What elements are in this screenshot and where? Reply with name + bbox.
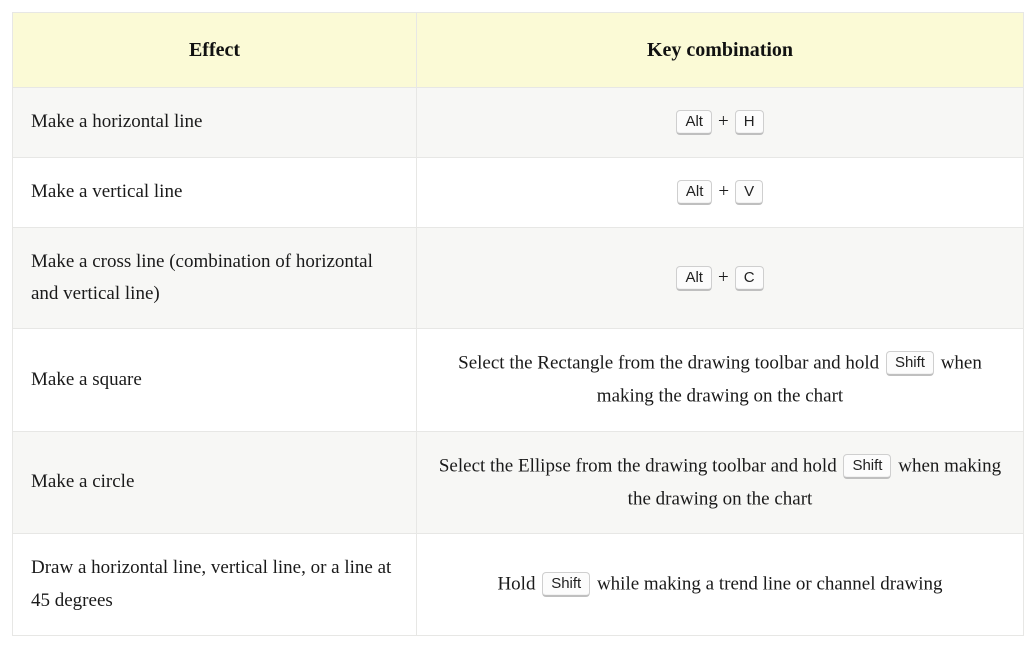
key-cap: Shift — [542, 572, 590, 597]
key-cap: Shift — [886, 351, 934, 376]
key-cap: Alt — [676, 110, 712, 135]
header-effect: Effect — [13, 13, 417, 88]
table-row: Make a cross line (combination of horizo… — [13, 227, 1024, 329]
plus-separator: + — [714, 262, 733, 294]
key-cap: Alt — [676, 266, 712, 291]
key-cap: H — [735, 110, 764, 135]
combo-cell: Alt+V — [417, 157, 1024, 227]
combo-text: Select the Rectangle from the drawing to… — [458, 353, 884, 374]
table-header-row: Effect Key combination — [13, 13, 1024, 88]
combo-cell: Alt+H — [417, 88, 1024, 158]
shortcut-table: Effect Key combination Make a horizontal… — [12, 12, 1024, 636]
combo-cell: Hold Shift while making a trend line or … — [417, 534, 1024, 636]
effect-cell: Make a horizontal line — [13, 88, 417, 158]
combo-cell: Select the Rectangle from the drawing to… — [417, 329, 1024, 432]
effect-cell: Make a square — [13, 329, 417, 432]
key-cap: Shift — [843, 454, 891, 479]
page-root: Effect Key combination Make a horizontal… — [0, 0, 1035, 648]
plus-separator: + — [714, 176, 733, 208]
effect-cell: Make a cross line (combination of horizo… — [13, 227, 417, 329]
combo-cell: Select the Ellipse from the drawing tool… — [417, 431, 1024, 534]
header-combo: Key combination — [417, 13, 1024, 88]
table-row: Make a square Select the Rectangle from t… — [13, 329, 1024, 432]
effect-cell: Make a vertical line — [13, 157, 417, 227]
combo-text: Select the Ellipse from the drawing tool… — [439, 455, 842, 476]
combo-cell: Alt+C — [417, 227, 1024, 329]
table-row: Make a vertical lineAlt+V — [13, 157, 1024, 227]
table-body: Make a horizontal lineAlt+HMake a vertic… — [13, 88, 1024, 636]
effect-cell: Make a circle — [13, 431, 417, 534]
table-row: Make a circle Select the Ellipse from the… — [13, 431, 1024, 534]
combo-text: while making a trend line or channel dra… — [592, 574, 942, 595]
key-cap: C — [735, 266, 764, 291]
table-row: Make a horizontal lineAlt+H — [13, 88, 1024, 158]
plus-separator: + — [714, 106, 733, 138]
table-row: Draw a horizontal line, vertical line, o… — [13, 534, 1024, 636]
combo-text: Hold — [497, 574, 540, 595]
key-cap: V — [735, 180, 763, 205]
key-cap: Alt — [677, 180, 713, 205]
effect-cell: Draw a horizontal line, vertical line, o… — [13, 534, 417, 636]
